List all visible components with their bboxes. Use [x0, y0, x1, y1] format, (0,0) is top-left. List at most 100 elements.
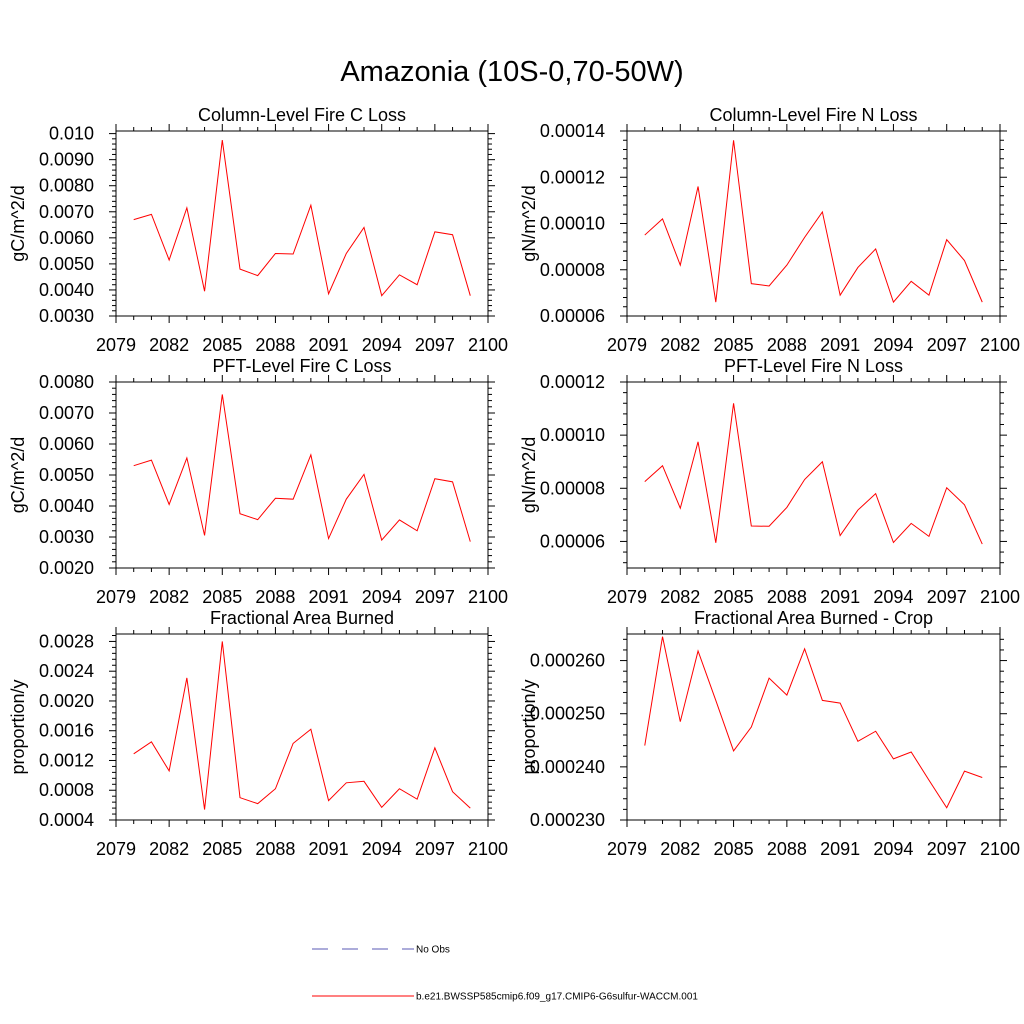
x-tick-label: 2094: [873, 335, 913, 355]
x-tick-label: 2079: [96, 587, 136, 607]
x-tick-label: 2091: [820, 839, 860, 859]
legend: No Obs b.e21.BWSSP585cmip6.f09_g17.CMIP6-…: [312, 945, 698, 1003]
y-tick-label: 0.010: [49, 124, 94, 144]
x-tick-label: 2079: [607, 839, 647, 859]
x-tick-label: 2088: [255, 839, 295, 859]
x-tick-label: 2091: [309, 587, 349, 607]
series-line: [644, 140, 983, 304]
y-tick-label: 0.000260: [530, 651, 605, 671]
x-tick-label: 2100: [468, 335, 508, 355]
series-line: [133, 394, 471, 542]
x-tick-label: 2085: [714, 335, 754, 355]
x-tick-label: 2100: [468, 587, 508, 607]
y-tick-label: 0.0050: [39, 254, 94, 274]
y-tick-label: 0.0060: [39, 434, 94, 454]
y-tick-label: 0.00014: [540, 121, 605, 141]
x-tick-label: 2097: [415, 335, 455, 355]
y-tick-label: 0.0028: [39, 631, 94, 651]
y-tick-label: 0.0070: [39, 202, 94, 222]
x-tick-label: 2094: [362, 839, 402, 859]
series-line: [133, 140, 471, 297]
x-tick-label: 2097: [415, 839, 455, 859]
x-tick-label: 2079: [607, 335, 647, 355]
x-tick-label: 2088: [255, 587, 295, 607]
panel-6: Fractional Area Burned - Crop proportion/…: [519, 608, 1020, 859]
y-tick-label: 0.0016: [39, 721, 94, 741]
x-tick-label: 2094: [873, 839, 913, 859]
y-axis-label: gN/m^2/d: [519, 185, 539, 261]
plot-frame: [626, 381, 1001, 569]
y-tick-label: 0.0060: [39, 228, 94, 248]
x-tick-label: 2100: [980, 587, 1020, 607]
y-tick-label: 0.000250: [530, 704, 605, 724]
y-tick-label: 0.0020: [39, 691, 94, 711]
y-tick-label: 0.000230: [530, 810, 605, 830]
x-tick-label: 2082: [149, 335, 189, 355]
x-tick-label: 2085: [202, 335, 242, 355]
panel-4: PFT-Level Fire N Loss gN/m^2/d 2079 2082 208…: [519, 356, 1020, 607]
panel-title: PFT-Level Fire C Loss: [212, 356, 391, 376]
y-tick-label: 0.00008: [540, 478, 605, 498]
x-tick-label: 2088: [767, 335, 807, 355]
y-tick-label: 0.0080: [39, 176, 94, 196]
y-tick-label: 0.00006: [540, 306, 605, 326]
y-tick-label: 0.00012: [540, 167, 605, 187]
y-tick-label: 0.0024: [39, 661, 94, 681]
panel-title: Fractional Area Burned: [210, 608, 394, 628]
y-tick-label: 0.0030: [39, 527, 94, 547]
x-tick-label: 2079: [96, 335, 136, 355]
legend-label: b.e21.BWSSP585cmip6.f09_g17.CMIP6-G6sulf…: [416, 992, 698, 1003]
series-line: [644, 636, 983, 809]
x-tick-label: 2082: [149, 587, 189, 607]
x-tick-label: 2079: [607, 587, 647, 607]
series-line: [133, 641, 471, 810]
x-tick-label: 2082: [149, 839, 189, 859]
y-tick-label: 0.0080: [39, 372, 94, 392]
panel-5: Fractional Area Burned proportion/y 2079 20…: [8, 608, 508, 859]
y-tick-label: 0.0004: [39, 810, 94, 830]
x-tick-label: 2097: [927, 587, 967, 607]
y-axis-label: proportion/y: [519, 679, 539, 774]
series-line: [644, 403, 983, 545]
y-axis-label: gC/m^2/d: [8, 437, 28, 513]
x-tick-label: 2100: [468, 839, 508, 859]
y-tick-label: 0.0040: [39, 280, 94, 300]
y-axis-label: proportion/y: [8, 679, 28, 774]
y-tick-label: 0.0040: [39, 496, 94, 516]
x-tick-label: 2091: [820, 587, 860, 607]
x-tick-label: 2094: [873, 587, 913, 607]
x-tick-label: 2094: [362, 587, 402, 607]
panel-title: PFT-Level Fire N Loss: [724, 356, 903, 376]
x-tick-label: 2079: [96, 839, 136, 859]
x-tick-label: 2091: [820, 335, 860, 355]
y-tick-label: 0.0008: [39, 780, 94, 800]
x-tick-label: 2091: [309, 335, 349, 355]
x-tick-label: 2088: [767, 587, 807, 607]
plot-frame: [115, 633, 489, 821]
plot-frame: [115, 381, 489, 569]
x-tick-label: 2100: [980, 335, 1020, 355]
y-tick-label: 0.0090: [39, 150, 94, 170]
plot-frame: [626, 130, 1001, 317]
y-axis-label: gC/m^2/d: [8, 185, 28, 261]
panel-2: Column-Level Fire N Loss gN/m^2/d 2079 2082…: [519, 105, 1020, 355]
y-tick-label: 0.00012: [540, 372, 605, 392]
panel-1: Column-Level Fire C Loss gC/m^2/d 2079 2082…: [8, 105, 508, 355]
y-tick-label: 0.0020: [39, 558, 94, 578]
y-tick-label: 0.00010: [540, 214, 605, 234]
y-tick-label: 0.00008: [540, 260, 605, 280]
panel-title: Column-Level Fire C Loss: [198, 105, 406, 125]
figure-title: Amazonia (10S-0,70-50W): [340, 56, 684, 88]
x-tick-label: 2100: [980, 839, 1020, 859]
legend-label: No Obs: [416, 945, 450, 956]
x-tick-label: 2091: [309, 839, 349, 859]
x-tick-label: 2094: [362, 335, 402, 355]
panel-title: Column-Level Fire N Loss: [709, 105, 917, 125]
x-tick-label: 2097: [415, 587, 455, 607]
x-tick-label: 2082: [660, 839, 700, 859]
plot-frame: [115, 130, 489, 317]
x-tick-label: 2088: [255, 335, 295, 355]
x-tick-label: 2085: [714, 587, 754, 607]
panel-3: PFT-Level Fire C Loss gC/m^2/d 2079 2082 208…: [8, 356, 508, 607]
